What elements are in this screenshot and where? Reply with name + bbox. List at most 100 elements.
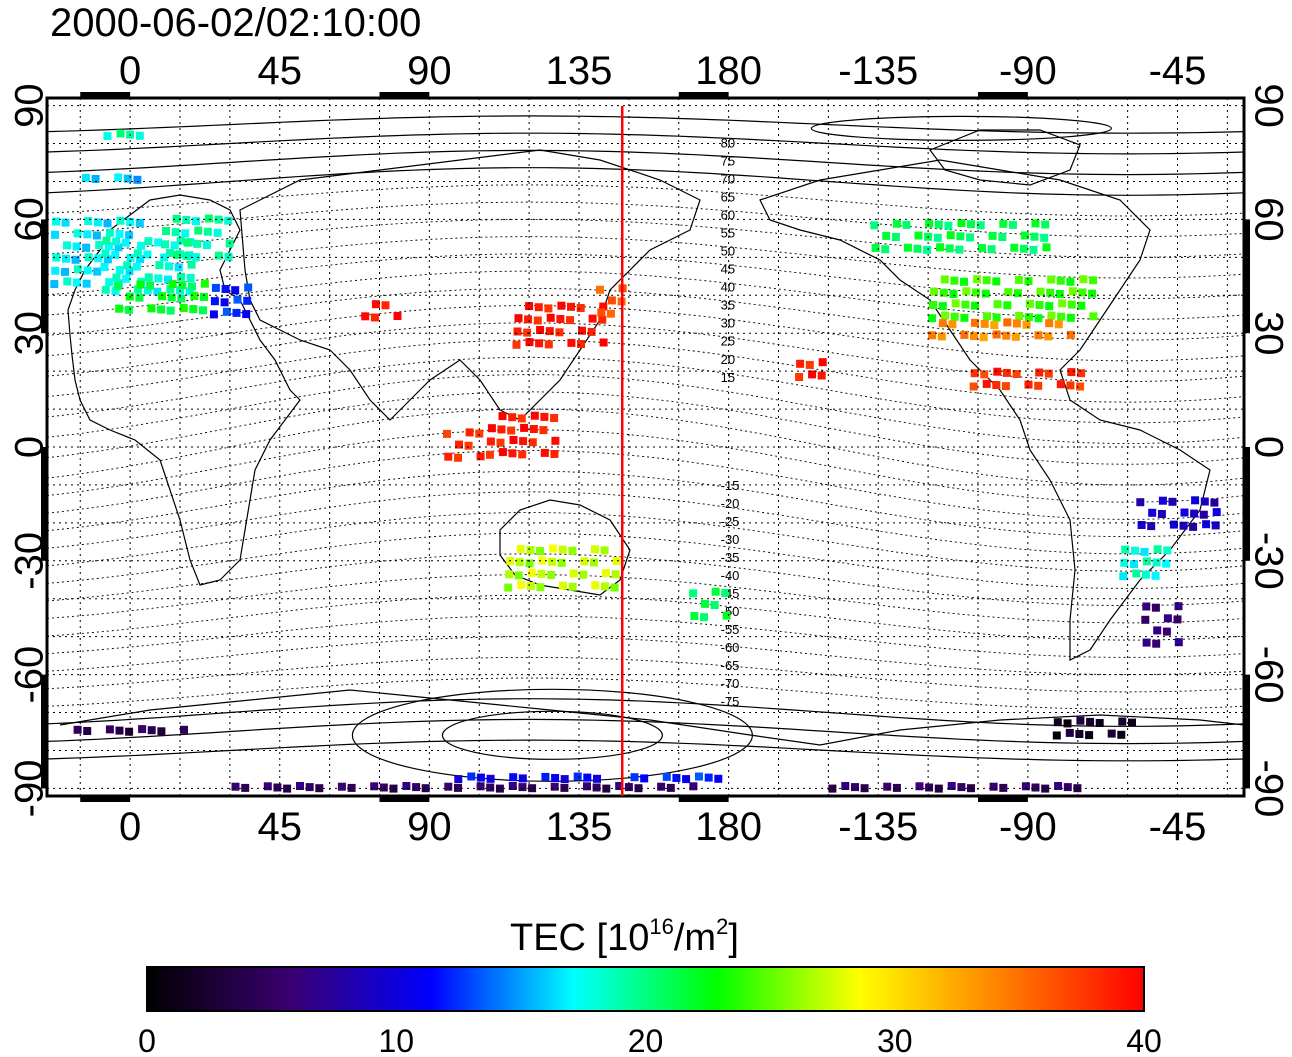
tec-cell (193, 239, 202, 248)
tec-cell (190, 291, 199, 300)
tec-cell (544, 304, 553, 313)
tec-cell (938, 302, 947, 311)
tec-cell (534, 303, 543, 312)
tec-cell (443, 429, 451, 438)
tec-cell (241, 783, 250, 792)
tec-cell (173, 250, 181, 259)
tec-cell (535, 339, 544, 348)
tec-cell (851, 783, 859, 792)
tec-cell (135, 131, 144, 140)
mag-lat-label: 75 (721, 154, 735, 169)
tec-cell (1202, 520, 1211, 529)
mag-lat-label: -40 (721, 568, 740, 583)
tec-cell (615, 782, 624, 790)
tec-cell (72, 278, 81, 287)
tec-cell (533, 316, 542, 325)
tec-cell (567, 338, 576, 347)
mag-lat-label: 45 (721, 262, 735, 277)
tec-cell (960, 313, 969, 322)
tec-cell (795, 373, 804, 381)
tec-cell (993, 300, 1002, 309)
tec-cell (928, 331, 937, 340)
tec-cell (1024, 380, 1033, 389)
timestamp-title: 2000-06-02/02:10:00 (50, 1, 421, 45)
tec-cell (525, 559, 534, 568)
tec-cell (83, 727, 92, 735)
tec-cell (1052, 731, 1061, 740)
tec-cell (454, 775, 463, 784)
tec-cell (177, 272, 185, 281)
tec-cell (548, 557, 557, 566)
tec-cell (1001, 382, 1010, 391)
colorbar-title-end: ] (728, 917, 739, 959)
tec-cell (213, 228, 222, 237)
tec-cell (568, 546, 577, 555)
tec-cell (1057, 312, 1066, 321)
tec-cell (1029, 245, 1038, 254)
tec-cell (111, 286, 120, 295)
tec-cell (465, 428, 474, 437)
border-tick (41, 219, 47, 334)
tec-cell (495, 784, 504, 793)
tec-cell (192, 217, 200, 226)
tec-cell (243, 296, 252, 305)
tec-cell (1157, 510, 1166, 518)
tec-cell (871, 244, 880, 252)
tec-cell (220, 298, 229, 307)
tec-cell (951, 299, 960, 308)
y-left-tick-label: 60 (8, 197, 52, 242)
tec-cell (381, 301, 390, 310)
tec-cell (612, 557, 621, 565)
tec-cell (1211, 521, 1220, 530)
tec-cell (1147, 522, 1156, 531)
mag-lat-label: -30 (721, 532, 740, 547)
y-left-tick-label: -90 (8, 760, 52, 818)
tec-cell (990, 321, 999, 330)
y-right-tick-label: 90 (1246, 83, 1290, 128)
tec-cell (550, 782, 559, 791)
tec-cell (689, 782, 698, 791)
x-bottom-tick-label: 0 (119, 805, 141, 849)
tec-cell (1015, 312, 1024, 320)
tec-cell (204, 214, 213, 223)
tec-cell (507, 426, 516, 435)
x-top-tick-label: 90 (407, 49, 452, 93)
tec-cell (444, 782, 453, 791)
tec-cell (1162, 627, 1171, 636)
tec-cell (203, 227, 212, 236)
tec-cell (132, 262, 141, 271)
tec-cell (547, 571, 556, 579)
tec-cell (157, 305, 166, 314)
tec-cell (498, 412, 507, 421)
tec-cell (1025, 299, 1034, 308)
mag-contour-line (47, 322, 1244, 382)
tec-cell (578, 326, 586, 335)
tec-cell (566, 316, 574, 325)
tec-cell (157, 727, 166, 736)
tec-cell (1191, 496, 1200, 505)
tec-cell (1044, 369, 1053, 378)
tec-cell (115, 726, 124, 735)
tec-cell (591, 581, 600, 590)
tec-cell (81, 173, 90, 182)
x-bottom-tick-label: -135 (838, 805, 918, 849)
tec-cell (1120, 558, 1129, 567)
tec-cell (1151, 571, 1160, 580)
tec-cell (695, 772, 703, 781)
tec-cell (523, 328, 532, 337)
tec-cell (1066, 330, 1075, 339)
tec-cell (1142, 638, 1151, 647)
tec-cell (134, 285, 143, 294)
tec-cell (1179, 521, 1188, 530)
tec-cell (160, 253, 169, 262)
tec-cell (1119, 572, 1128, 581)
tec-cell (1067, 300, 1076, 309)
tec-cell (497, 425, 506, 434)
colorbar-tick-label: 30 (877, 1023, 913, 1057)
tec-cell (1012, 370, 1021, 378)
mag-contour-line (47, 656, 1244, 693)
tec-cell (105, 278, 114, 287)
tec-cell (181, 229, 190, 238)
tec-cell (541, 772, 550, 781)
tec-cell (577, 340, 585, 348)
